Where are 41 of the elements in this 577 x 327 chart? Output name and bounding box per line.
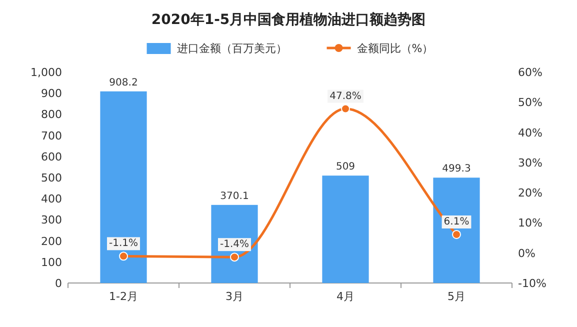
y-tick-label: 0	[55, 277, 62, 290]
y-tick-label: 500	[41, 172, 62, 184]
y2-tick-label: 0%	[518, 246, 536, 260]
y-tick-label: 100	[41, 256, 62, 269]
y-tick-label: 700	[41, 129, 62, 142]
y2-tick-label: 20%	[518, 186, 542, 200]
data-label: 370.1	[220, 190, 249, 202]
y2-tick-label: 30%	[518, 156, 542, 170]
bar	[100, 91, 147, 283]
point	[341, 104, 350, 114]
data-label: -1.1%	[108, 238, 138, 250]
data-label: 908.2	[109, 77, 138, 88]
data-label: 499.3	[442, 164, 471, 175]
y-tick-label: 800	[41, 108, 62, 122]
point	[119, 252, 128, 261]
y-tick-label: 300	[41, 214, 62, 227]
data-label: -1.4%	[220, 239, 250, 250]
y-tick-label: 900	[41, 87, 62, 100]
y2-tick-label: 40%	[518, 126, 542, 140]
y-tick-label: 1,000	[30, 66, 62, 79]
x-tick-label: 4月	[336, 290, 354, 303]
point	[230, 252, 239, 262]
y-tick-label: 600	[41, 150, 62, 164]
data-label: 47.8%	[330, 90, 362, 102]
legend-label: 金额同比（%）	[356, 42, 434, 55]
data-label: 6.1%	[444, 216, 470, 228]
point	[452, 230, 461, 239]
bar	[433, 178, 480, 283]
x-tick-label: 3月	[226, 290, 244, 303]
y2-tick-label: 50%	[518, 96, 542, 110]
x-tick-label: 5月	[448, 290, 466, 303]
y2-tick-label: -10%	[518, 277, 546, 290]
x-tick-label: 1-2月	[109, 290, 138, 303]
y-tick-label: 400	[41, 192, 62, 206]
y2-tick-label: 60%	[518, 66, 542, 79]
bar	[322, 176, 369, 283]
legend-label: 进口金额（百万美元）	[176, 42, 287, 55]
y-tick-label: 200	[41, 234, 62, 248]
chart-title: 2020年1-5月中国食用植物油进口额趋势图	[151, 11, 426, 28]
y2-tick-label: 10%	[518, 216, 542, 230]
data-label: 509	[336, 162, 356, 173]
